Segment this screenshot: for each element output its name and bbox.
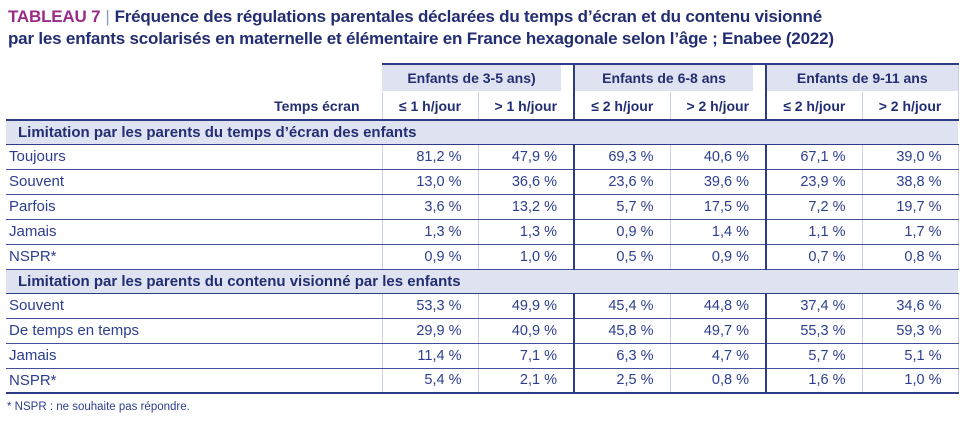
row-label: Souvent — [6, 293, 382, 319]
value-cell: 47,9 % — [477, 144, 574, 170]
value-cell: 0,7 % — [765, 244, 863, 270]
value-cell: 0,8 % — [669, 368, 767, 394]
table-row: Parfois 3,6 % 13,2 % 5,7 % 17,5 % 7,2 % 19,7 % — [6, 194, 959, 220]
row-label: Jamais — [6, 219, 382, 245]
value-cell: 23,9 % — [765, 169, 863, 195]
table-number: TABLEAU 7 — [8, 7, 101, 26]
value-cell: 37,4 % — [765, 293, 863, 319]
value-cell: 11,4 % — [381, 343, 478, 369]
value-cell: 1,0 % — [477, 244, 574, 270]
corner-cell — [6, 64, 382, 92]
table-row: Jamais 11,4 % 7,1 % 6,3 % 4,7 % 5,7 % 5,1 % — [6, 343, 959, 369]
row-label: NSPR* — [6, 244, 382, 270]
value-cell: 5,4 % — [381, 368, 478, 394]
col-group-9-11-ans: Enfants de 9-11 ans — [765, 63, 959, 92]
value-cell: 59,3 % — [861, 318, 959, 344]
value-cell: 13,2 % — [477, 194, 574, 220]
value-cell: 6,3 % — [573, 343, 670, 369]
value-cell: 1,7 % — [861, 219, 959, 245]
section-band-row: Limitation par les parents du contenu vi… — [6, 269, 959, 294]
value-cell: 0,9 % — [381, 244, 478, 270]
value-cell: 3,6 % — [381, 194, 478, 220]
value-cell: 1,3 % — [477, 219, 574, 245]
title-line2: par les enfants scolarisés en maternelle… — [8, 29, 834, 48]
row-label: Parfois — [6, 194, 382, 220]
table-row: Jamais 1,3 % 1,3 % 0,9 % 1,4 % 1,1 % 1,7 % — [6, 219, 959, 245]
col-group-9-11-ans-label: Enfants de 9-11 ans — [767, 65, 958, 91]
value-cell: 0,5 % — [573, 244, 670, 270]
value-cell: 69,3 % — [573, 144, 670, 170]
value-cell: 1,4 % — [669, 219, 767, 245]
value-cell: 45,8 % — [573, 318, 670, 344]
value-cell: 53,3 % — [381, 293, 478, 319]
row-label: Souvent — [6, 169, 382, 195]
value-cell: 1,1 % — [765, 219, 863, 245]
column-group-row: Enfants de 3-5 ans) Enfants de 6-8 ans E… — [6, 63, 959, 92]
value-cell: 0,9 % — [669, 244, 767, 270]
value-cell: 45,4 % — [573, 293, 670, 319]
value-cell: 29,9 % — [381, 318, 478, 344]
table-row: De temps en temps 29,9 % 40,9 % 45,8 % 49,7 … — [6, 318, 959, 344]
col-group-3-5-ans-label: Enfants de 3-5 ans) — [382, 65, 561, 91]
col-group-3-5-ans: Enfants de 3-5 ans) — [382, 63, 574, 92]
value-cell: 49,9 % — [477, 293, 574, 319]
value-cell: 49,7 % — [669, 318, 767, 344]
value-cell: 7,2 % — [765, 194, 863, 220]
value-cell: 67,1 % — [765, 144, 863, 170]
value-cell: 81,2 % — [381, 144, 478, 170]
value-cell: 13,0 % — [381, 169, 478, 195]
row-label: De temps en temps — [6, 318, 382, 344]
section-header: Limitation par les parents du temps d’éc… — [6, 120, 959, 145]
value-cell: 5,7 % — [765, 343, 863, 369]
value-cell: 34,6 % — [861, 293, 959, 319]
value-cell: 2,5 % — [573, 368, 670, 394]
column-header: ≤ 2 h/jour — [573, 92, 670, 121]
value-cell: 4,7 % — [669, 343, 767, 369]
value-cell: 40,6 % — [669, 144, 767, 170]
column-header: > 2 h/jour — [861, 92, 959, 121]
col-group-6-8-ans-label: Enfants de 6-8 ans — [575, 65, 754, 91]
table-title: TABLEAU 7 | Fréquence des régulations pare… — [8, 6, 968, 50]
value-cell: 36,6 % — [477, 169, 574, 195]
value-cell: 7,1 % — [477, 343, 574, 369]
col-group-6-8-ans: Enfants de 6-8 ans — [572, 63, 767, 92]
column-header: ≤ 1 h/jour — [381, 92, 478, 121]
value-cell: 39,0 % — [861, 144, 959, 170]
row-label: Toujours — [6, 144, 382, 170]
value-cell: 1,6 % — [765, 368, 863, 394]
title-separator: | — [105, 7, 110, 26]
value-cell: 1,0 % — [861, 368, 959, 394]
column-header-temps-ecran: Temps écran — [6, 92, 382, 121]
value-cell: 5,7 % — [573, 194, 670, 220]
table-row: Souvent 53,3 % 49,9 % 45,4 % 44,8 % 37,4 % 34,… — [6, 293, 959, 319]
value-cell: 0,9 % — [573, 219, 670, 245]
footnote: * NSPR : ne souhaite pas répondre. — [7, 401, 190, 413]
value-cell: 17,5 % — [669, 194, 767, 220]
table-row: NSPR* 0,9 % 1,0 % 0,5 % 0,9 % 0,7 % 0,8 % — [6, 244, 959, 270]
title-line1: Fréquence des régulations parentales déc… — [114, 7, 823, 26]
table-row: NSPR* 5,4 % 2,1 % 2,5 % 0,8 % 1,6 % 1,0 % — [6, 368, 959, 394]
section-header: Limitation par les parents du contenu vi… — [6, 269, 959, 294]
value-cell: 44,8 % — [669, 293, 767, 319]
column-header-row: Temps écran ≤ 1 h/jour > 1 h/jour ≤ 2 h/… — [6, 92, 959, 121]
table-row: Souvent 13,0 % 36,6 % 23,6 % 39,6 % 23,9 % 38,… — [6, 169, 959, 195]
section-band-row: Limitation par les parents du temps d’éc… — [6, 120, 959, 145]
value-cell: 1,3 % — [381, 219, 478, 245]
table-row: Toujours 81,2 % 47,9 % 69,3 % 40,6 % 67,1 % 39… — [6, 144, 959, 170]
column-header: > 1 h/jour — [477, 92, 574, 121]
value-cell: 55,3 % — [765, 318, 863, 344]
value-cell: 23,6 % — [573, 169, 670, 195]
value-cell: 0,8 % — [861, 244, 959, 270]
value-cell: 40,9 % — [477, 318, 574, 344]
value-cell: 39,6 % — [669, 169, 767, 195]
value-cell: 19,7 % — [861, 194, 959, 220]
row-label: Jamais — [6, 343, 382, 369]
frequency-table: Enfants de 3-5 ans) Enfants de 6-8 ans E… — [6, 63, 959, 394]
column-header: > 2 h/jour — [669, 92, 767, 121]
value-cell: 5,1 % — [861, 343, 959, 369]
column-header: ≤ 2 h/jour — [765, 92, 863, 121]
value-cell: 38,8 % — [861, 169, 959, 195]
row-label: NSPR* — [6, 368, 382, 394]
value-cell: 2,1 % — [477, 368, 574, 394]
